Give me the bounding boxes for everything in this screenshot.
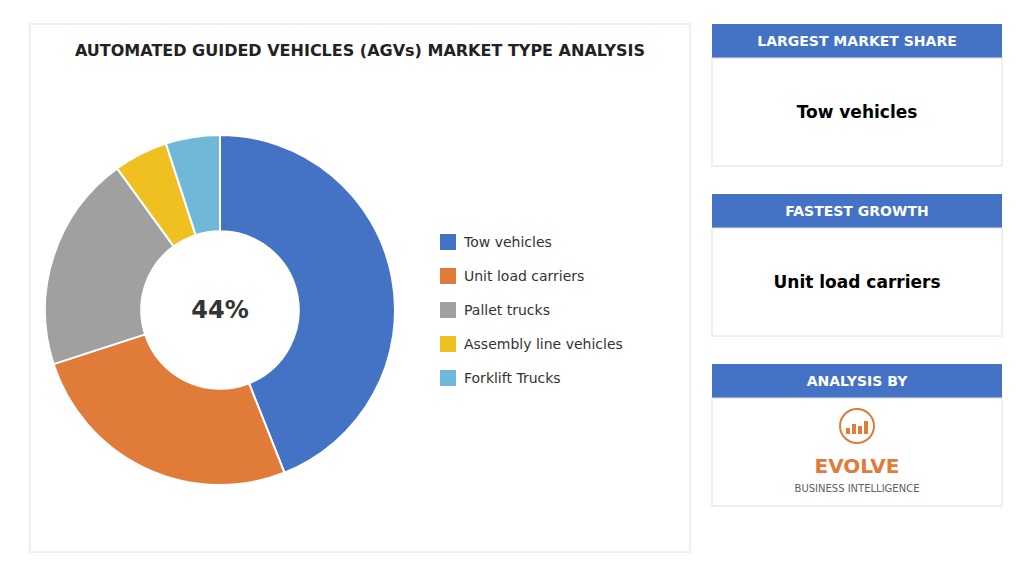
- center-label: 44%: [191, 296, 248, 324]
- legend-item: Pallet trucks: [440, 302, 550, 318]
- info-panel: FASTEST GROWTH Unit load carriers: [712, 194, 1002, 336]
- legend-swatch: [440, 336, 456, 352]
- donut: 44%: [45, 135, 395, 485]
- chart-card: [30, 24, 690, 552]
- legend-swatch: [440, 268, 456, 284]
- info-panel: LARGEST MARKET SHARE Tow vehicles: [712, 24, 1002, 166]
- panel-body-bg: [712, 228, 1002, 336]
- logo-icon-bar: [846, 428, 850, 434]
- legend-item: Tow vehicles: [440, 234, 552, 250]
- legend-swatch: [440, 370, 456, 386]
- donut-slice: [54, 334, 285, 485]
- panel-body-bg: [712, 58, 1002, 166]
- panel-body: Unit load carriers: [773, 272, 940, 292]
- panel-header-bg: [712, 364, 1002, 398]
- panel-body: BUSINESS INTELLIGENCE: [795, 483, 920, 494]
- legend-label: Tow vehicles: [463, 234, 552, 250]
- legend-label: Unit load carriers: [464, 268, 584, 284]
- legend-label: Pallet trucks: [464, 302, 550, 318]
- legend-item: Forklift Trucks: [440, 370, 561, 386]
- info-panel: ANALYSIS BY EVOLVE BUSINESS INTELLIGENCE: [712, 364, 1002, 506]
- panel-header-bg: [712, 24, 1002, 58]
- logo-icon: [840, 409, 874, 443]
- legend-label: Assembly line vehicles: [464, 336, 623, 352]
- chart-title: AUTOMATED GUIDED VEHICLES (AGVs) MARKET …: [75, 41, 645, 60]
- logo-icon-bar: [858, 426, 862, 434]
- legend-swatch: [440, 302, 456, 318]
- panel-body-bg: [712, 398, 1002, 506]
- legend-swatch: [440, 234, 456, 250]
- legend: Tow vehicles Unit load carriers Pallet tru…: [440, 234, 623, 386]
- donut-slice: [166, 135, 220, 235]
- chart-root: AUTOMATED GUIDED VEHICLES (AGVs) MARKET …: [0, 0, 1024, 576]
- panel-header: FASTEST GROWTH: [785, 203, 928, 219]
- panel-header: ANALYSIS BY: [807, 373, 908, 389]
- panel-header: LARGEST MARKET SHARE: [757, 33, 956, 49]
- logo-icon-bar: [864, 421, 868, 434]
- logo-icon-bar: [852, 424, 856, 434]
- panel-body: Tow vehicles: [797, 102, 918, 122]
- panel-body: EVOLVE: [815, 454, 900, 478]
- legend-label: Forklift Trucks: [464, 370, 561, 386]
- legend-item: Unit load carriers: [440, 268, 584, 284]
- panel-header-bg: [712, 194, 1002, 228]
- legend-item: Assembly line vehicles: [440, 336, 623, 352]
